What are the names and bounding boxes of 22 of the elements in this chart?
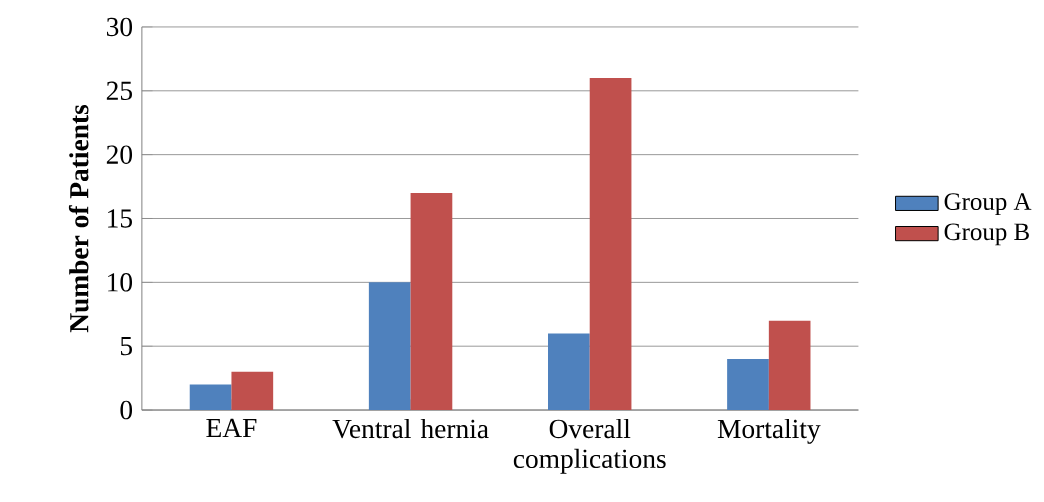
y-tick-label: 30 [106,17,133,37]
bar [768,320,811,410]
y-tick-label: 10 [108,272,133,292]
bar [189,384,232,410]
bar [727,358,769,410]
bar [231,371,274,410]
x-tick-label: EAF [206,418,257,437]
y-tick-label: 20 [106,145,133,164]
bar [548,333,590,410]
y-tick-label: 0 [120,400,133,420]
bar [410,192,453,410]
bar [589,77,632,410]
y-tick-label: 25 [106,81,132,100]
bar [368,282,411,410]
legend-label: Group B [944,223,1029,246]
y-tick-label: 5 [120,336,132,356]
x-tick-label: Ventral hernia [332,418,489,439]
y-tick-label: 15 [108,209,132,228]
x-tick-label: Overall complications [513,418,666,474]
x-tick-label: Mortality [717,418,821,444]
legend-label: Group A [944,193,1032,215]
y-axis-title: Number of Patients [68,104,89,333]
